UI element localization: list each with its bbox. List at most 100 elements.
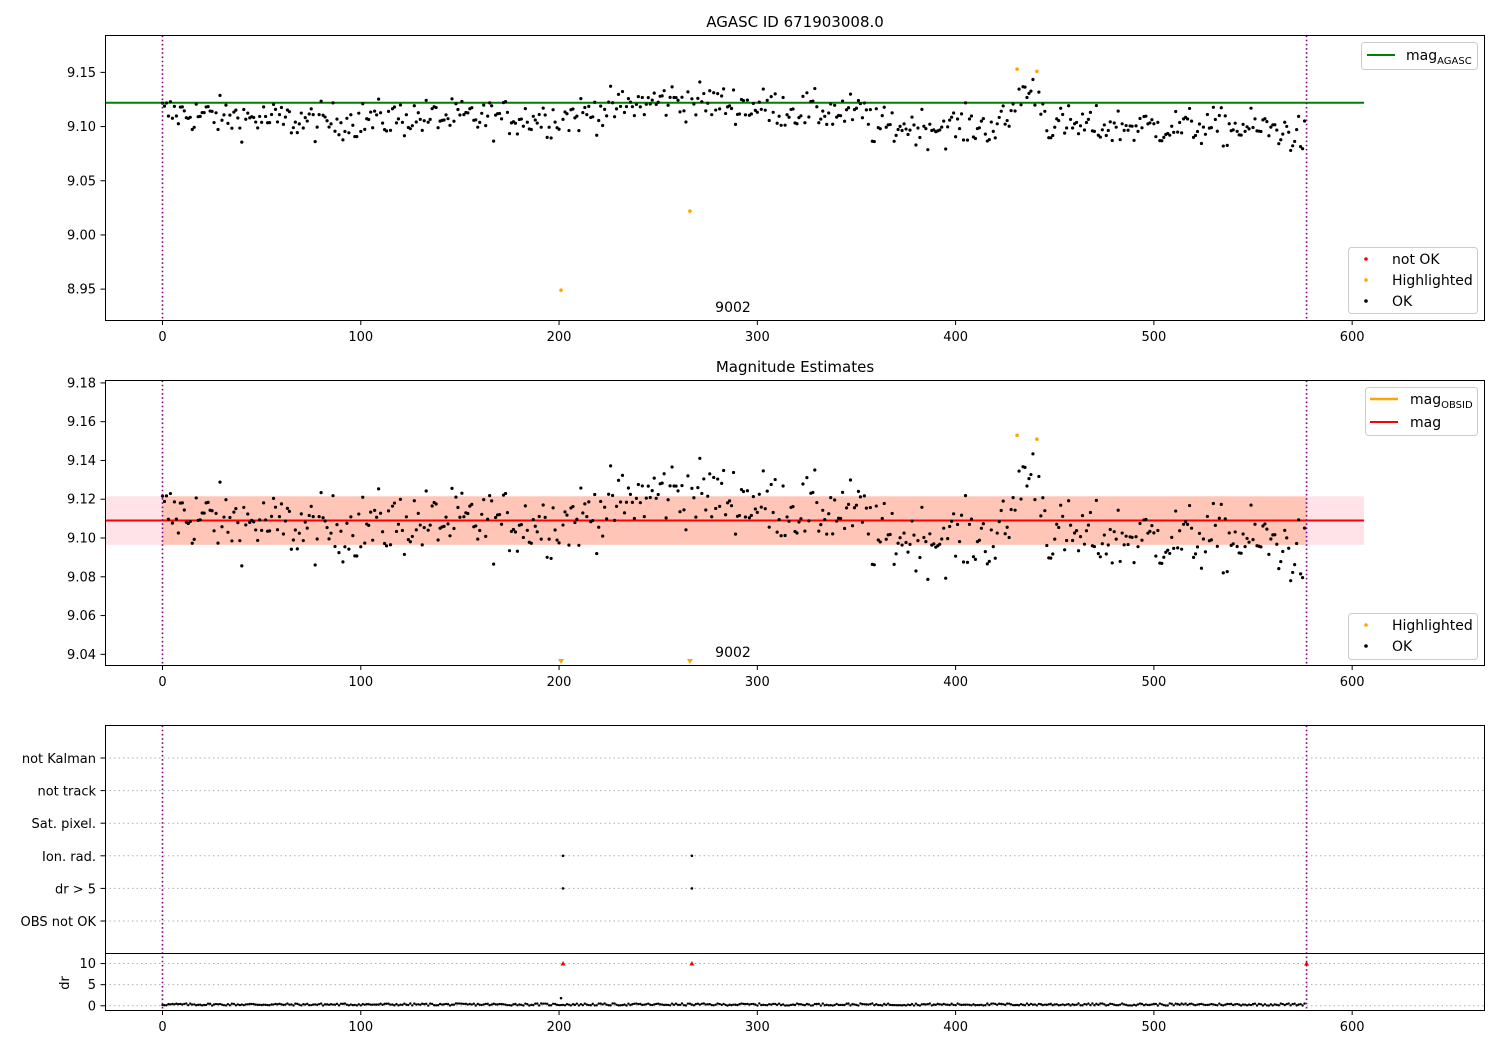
ok-point — [896, 541, 900, 545]
ok-point — [1045, 543, 1049, 548]
ok-point — [1120, 531, 1124, 535]
ok-point — [230, 126, 234, 130]
dr-point — [696, 1002, 700, 1005]
dr-point — [448, 1004, 452, 1007]
dr-point — [672, 1003, 676, 1007]
ok-point — [398, 497, 403, 501]
dr-point — [417, 1003, 420, 1006]
ok-point — [499, 117, 504, 121]
dr-point — [789, 1003, 793, 1007]
dr-point — [746, 1002, 749, 1006]
ok-point — [1122, 543, 1126, 547]
ok-point — [1049, 136, 1053, 140]
dr-point — [563, 1004, 567, 1007]
ok-point — [1251, 538, 1255, 542]
ok-point — [599, 499, 603, 504]
dr-point — [1269, 1003, 1273, 1006]
dr-point — [599, 1002, 602, 1005]
ok-point — [999, 508, 1003, 513]
dr-point — [492, 1002, 495, 1005]
ok-point — [624, 500, 629, 504]
ok-point — [1178, 120, 1182, 125]
clipped-highlighted-marker — [686, 659, 693, 664]
ok-point — [682, 508, 686, 512]
dr-point — [1303, 1002, 1306, 1005]
dr-point — [571, 1003, 575, 1006]
dr-point — [1231, 1003, 1235, 1007]
dr-point — [653, 1003, 656, 1006]
ok-point — [384, 544, 389, 548]
ok-point — [557, 541, 561, 545]
dr-point — [831, 1004, 834, 1007]
dr-point — [349, 1003, 353, 1006]
ok-point — [624, 104, 629, 109]
legend-mag-lines: magOBSID mag — [1365, 387, 1478, 436]
ok-point — [729, 106, 734, 111]
dr-point — [1206, 1003, 1209, 1007]
ok-point — [349, 113, 353, 117]
dr-point — [1083, 1002, 1086, 1006]
dr-point — [438, 1002, 442, 1006]
ok-point — [815, 105, 819, 109]
ok-point — [603, 107, 607, 111]
dr-point — [1237, 1003, 1241, 1006]
ok-point — [371, 538, 375, 542]
dr-point — [1259, 1003, 1263, 1006]
ok-point — [1033, 497, 1037, 502]
ok-point — [1076, 549, 1081, 553]
ok-point — [1074, 120, 1079, 125]
dr-point — [595, 1004, 598, 1007]
dr-point — [855, 1003, 858, 1007]
dr-point — [805, 1002, 809, 1006]
ok-point — [273, 505, 278, 509]
ok-point — [654, 102, 658, 106]
ok-point — [519, 117, 523, 121]
dr-point — [821, 1002, 824, 1005]
dr-point — [484, 1002, 487, 1006]
dr-point — [216, 1003, 220, 1006]
dr-point — [877, 1003, 880, 1007]
ok-point — [1172, 546, 1176, 550]
highlighted-point — [688, 209, 692, 213]
dr-point — [706, 1003, 709, 1006]
dr-point — [1075, 1003, 1078, 1006]
dr-point — [1202, 1003, 1205, 1006]
ok-point — [1203, 550, 1208, 554]
ok-point — [1007, 535, 1011, 540]
dr-point — [1120, 1002, 1124, 1005]
ok-point — [856, 489, 861, 493]
ok-point — [341, 138, 345, 142]
dr-point — [1285, 1002, 1288, 1006]
dr-point — [1055, 1003, 1058, 1006]
ok-point — [396, 117, 401, 121]
ok-point — [694, 515, 698, 519]
ok-point — [803, 121, 807, 125]
dr-point — [898, 1004, 902, 1007]
dr-point — [873, 1003, 876, 1007]
ok-point — [400, 528, 405, 533]
ok-point — [1297, 114, 1301, 118]
dr-point — [585, 1003, 589, 1006]
legend-highlighted-label: Highlighted — [1392, 618, 1473, 634]
dr-point — [280, 1003, 283, 1006]
dr-point — [1249, 1003, 1253, 1007]
ok-point — [724, 513, 728, 517]
ok-point — [807, 519, 811, 523]
ok-point — [977, 538, 981, 542]
ok-point — [805, 91, 809, 95]
ok-point — [311, 113, 315, 117]
ok-point — [666, 498, 670, 502]
ok-point — [733, 532, 738, 536]
ok-point — [531, 518, 535, 522]
dr-point — [1166, 1004, 1169, 1007]
ok-point — [382, 541, 387, 546]
dr-point — [365, 1002, 368, 1006]
ok-point — [1088, 510, 1093, 515]
ok-point — [704, 109, 708, 113]
ok-point — [601, 123, 605, 128]
ok-point — [281, 532, 286, 536]
ok-point — [1170, 535, 1174, 539]
dr-point — [791, 1003, 795, 1006]
x-tick-label: 600 — [1340, 1020, 1365, 1035]
dr-point — [861, 1002, 864, 1006]
